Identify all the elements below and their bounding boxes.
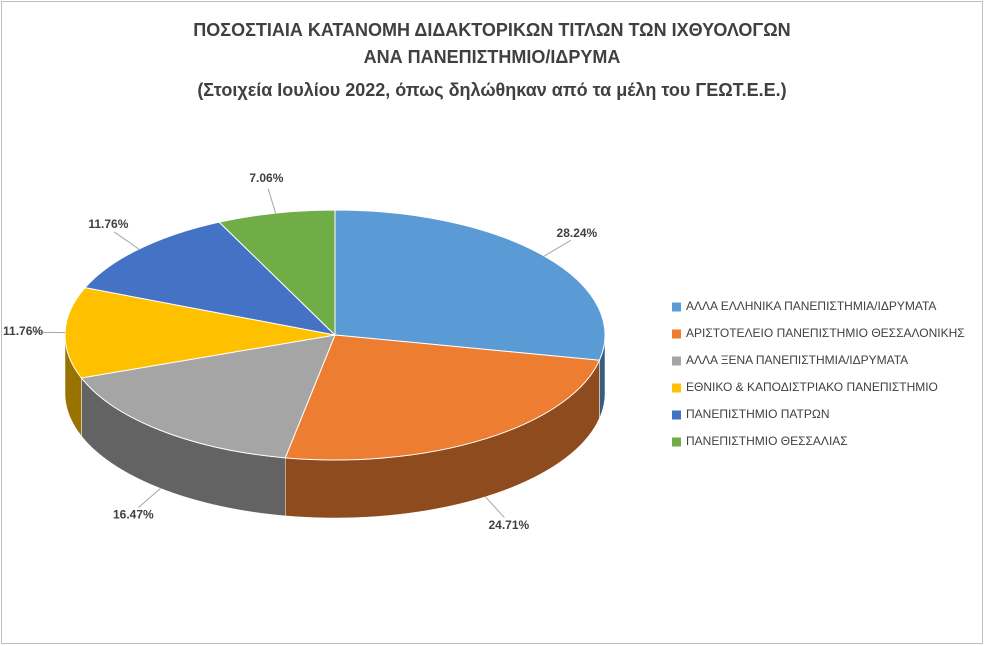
chart-title: ΠΟΣΟΣΤΙΑΙΑ ΚΑΤΑΝΟΜΗ ΔΙΔΑΚΤΟΡΙΚΩΝ ΤΙΤΛΩΝ …	[193, 20, 790, 40]
legend-swatch	[672, 437, 681, 447]
legend-label: ΑΛΛΑ ΕΛΛΗΝΙΚΑ ΠΑΝΕΠΙΣΤΗΜΙΑ/ΙΔΡΥΜΑΤΑ	[686, 299, 936, 313]
slice	[218, 209, 336, 337]
chart-title: ΑΝΑ ΠΑΝΕΠΙΣΤΗΜΙΟ/ΙΔΡΥΜΑ	[364, 47, 621, 67]
legend-label: ΑΡΙΣΤΟΤΕΛΕΙΟ ΠΑΝΕΠΙΣΤΗΜΙΟ ΘΕΣΣΑΛΟΝΙΚΗΣ	[686, 326, 965, 340]
data-label: 11.76%	[88, 217, 128, 231]
data-label: 24.71%	[488, 518, 529, 532]
data-label: 11.76%	[3, 324, 43, 338]
leader-line	[485, 496, 505, 518]
legend-swatch	[672, 329, 681, 339]
legend-swatch	[672, 302, 681, 312]
slice	[334, 209, 606, 361]
leader-line	[267, 188, 277, 214]
legend-label: ΕΘΝΙΚΟ & ΚΑΠΟΔΙΣΤΡΙΑΚΟ ΠΑΝΕΠΙΣΤΗΜΙΟ	[686, 380, 938, 394]
slice	[284, 334, 601, 461]
slice	[80, 334, 336, 459]
legend-swatch	[672, 356, 681, 366]
data-label: 28.24%	[557, 226, 598, 240]
legend-swatch	[672, 410, 681, 420]
chart-subtitle: (Στοιχεία Ιουλίου 2022, όπως δηλώθηκαν α…	[197, 80, 786, 100]
leader-line	[138, 488, 161, 508]
data-label: 16.47%	[113, 507, 154, 521]
slice	[64, 287, 336, 379]
leader-line	[544, 239, 571, 257]
legend-label: ΠΑΝΕΠΙΣΤΗΜΙΟ ΘΕΣΣΑΛΙΑΣ	[686, 434, 848, 448]
legend-label: ΑΛΛΑ ΞΕΝΑ ΠΑΝΕΠΙΣΤΗΜΙΑ/ΙΔΡΥΜΑΤΑ	[686, 353, 908, 367]
legend-swatch	[672, 383, 681, 393]
leader-line	[113, 231, 140, 250]
slice	[84, 221, 337, 336]
legend-label: ΠΑΝΕΠΙΣΤΗΜΙΟ ΠΑΤΡΩΝ	[686, 407, 830, 421]
data-label: 7.06%	[249, 171, 283, 185]
